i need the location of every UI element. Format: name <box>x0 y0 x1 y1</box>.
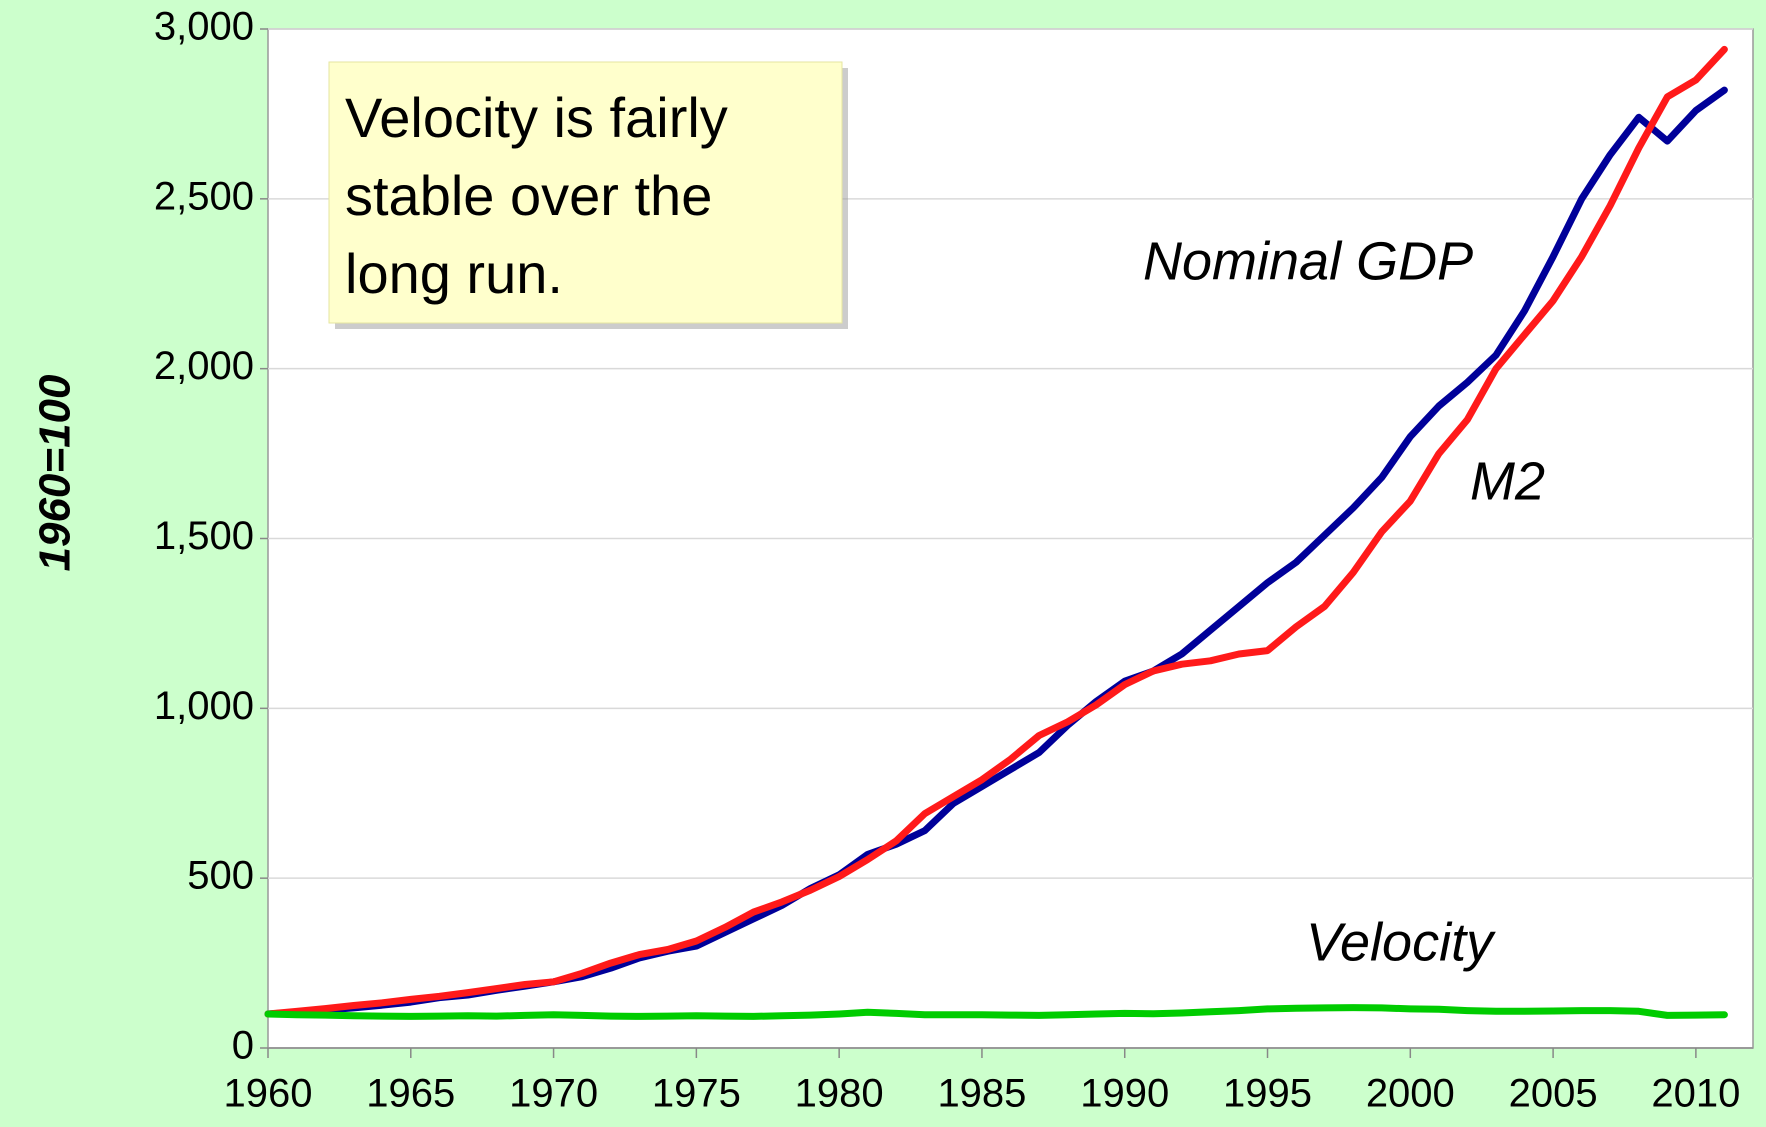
series-line <box>264 1004 1728 1020</box>
x-tick-label: 1990 <box>1080 1072 1169 1116</box>
x-tick-label: 1960 <box>224 1072 313 1116</box>
x-tick-label: 1970 <box>509 1072 598 1116</box>
annotation-text: stable over the <box>345 164 712 227</box>
series-line <box>264 45 1728 1018</box>
series-label: Nominal GDP <box>1143 231 1473 291</box>
annotation-text: long run. <box>345 242 563 305</box>
x-tick-label: 1980 <box>795 1072 884 1116</box>
y-tick-label: 1,500 <box>154 514 254 558</box>
annotation-box <box>328 61 843 324</box>
x-tick-label: 1975 <box>652 1072 741 1116</box>
annotation-text: Velocity is fairly <box>345 86 728 149</box>
y-tick-label: 3,000 <box>154 5 254 49</box>
x-tick-label: 2010 <box>1651 1072 1740 1116</box>
y-tick-label: 1,000 <box>154 684 254 728</box>
y-tick-label: 500 <box>187 854 254 898</box>
x-tick-label: 2000 <box>1366 1072 1455 1116</box>
x-tick-label: 2005 <box>1509 1072 1598 1116</box>
series-label: Velocity <box>1306 912 1496 972</box>
series-label: M2 <box>1470 451 1545 511</box>
y-tick-label: 2,500 <box>154 174 254 218</box>
x-tick-label: 1995 <box>1223 1072 1312 1116</box>
y-tick-label: 0 <box>232 1024 254 1068</box>
x-tick-label: 1985 <box>937 1072 1026 1116</box>
y-axis-label: 1960=100 <box>31 374 80 572</box>
y-tick-label: 2,000 <box>154 344 254 388</box>
x-tick-label: 1965 <box>366 1072 455 1116</box>
